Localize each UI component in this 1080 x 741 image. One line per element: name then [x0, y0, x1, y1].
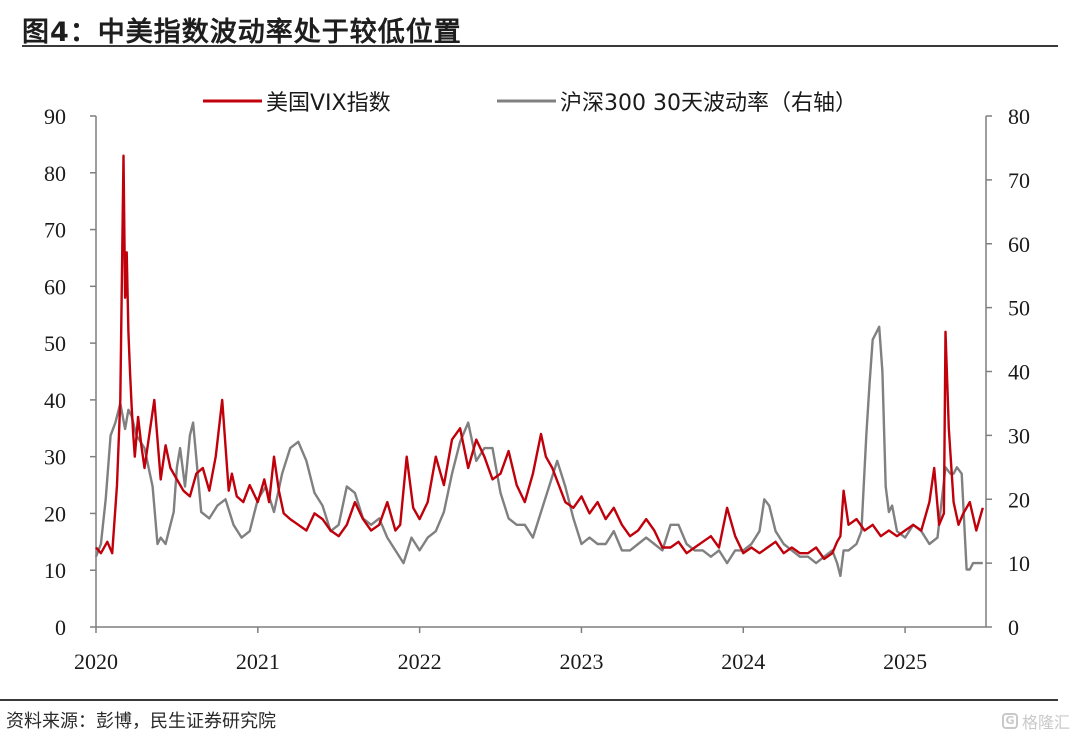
right-tick-label: 50: [1008, 296, 1030, 321]
x-tick-label: 2022: [398, 649, 442, 674]
legend-label-csi: 沪深300 30天波动率（右轴）: [560, 91, 857, 116]
right-tick-label: 30: [1008, 423, 1030, 448]
axes: 0 10 20 30 40 50 60 70 80 90 0 10 20 30 40 50 60 70 80 2020…: [44, 104, 1030, 674]
volatility-chart: 0 10 20 30 40 50 60 70 80 90 0 10 20 30 40 50 60 70 80 2020…: [44, 91, 1030, 674]
left-tick-label: 90: [44, 104, 66, 129]
x-tick-label: 2020: [74, 649, 118, 674]
legend-label-vix: 美国VIX指数: [266, 91, 391, 116]
left-tick-label: 0: [55, 615, 66, 640]
page-title: 图4：中美指数波动率处于较低位置: [22, 17, 462, 48]
series-line-vix: [95, 154, 984, 561]
left-tick-label: 50: [44, 331, 66, 356]
title-divider: [22, 45, 1058, 47]
watermark: G 格隆汇: [1001, 709, 1070, 733]
series-line-csi300: [94, 325, 983, 578]
left-tick-label: 40: [44, 388, 66, 413]
right-tick-label: 80: [1008, 104, 1030, 129]
left-tick-label: 70: [44, 218, 66, 243]
right-tick-label: 0: [1008, 615, 1019, 640]
source-note: 资料来源：彭博，民生证券研究院: [6, 711, 276, 732]
watermark-logo-icon: G: [1001, 713, 1018, 729]
right-tick-label: 20: [1008, 487, 1030, 512]
series-lines: [94, 154, 984, 578]
x-tick-label: 2024: [721, 649, 765, 674]
left-tick-label: 30: [44, 445, 66, 470]
left-tick-label: 20: [44, 501, 66, 526]
right-tick-label: 10: [1008, 551, 1030, 576]
right-tick-label: 40: [1008, 360, 1030, 385]
watermark-text: 格隆汇: [1021, 713, 1070, 732]
x-tick-label: 2025: [883, 649, 927, 674]
legend: 美国VIX指数 沪深300 30天波动率（右轴）: [203, 91, 857, 116]
left-tick-label: 60: [44, 274, 66, 299]
right-tick-label: 60: [1008, 232, 1030, 257]
left-tick-label: 80: [44, 161, 66, 186]
x-tick-label: 2021: [236, 649, 280, 674]
x-tick-label: 2023: [559, 649, 603, 674]
left-tick-label: 10: [44, 558, 66, 583]
source-divider: [0, 699, 1058, 701]
right-tick-label: 70: [1008, 168, 1030, 193]
